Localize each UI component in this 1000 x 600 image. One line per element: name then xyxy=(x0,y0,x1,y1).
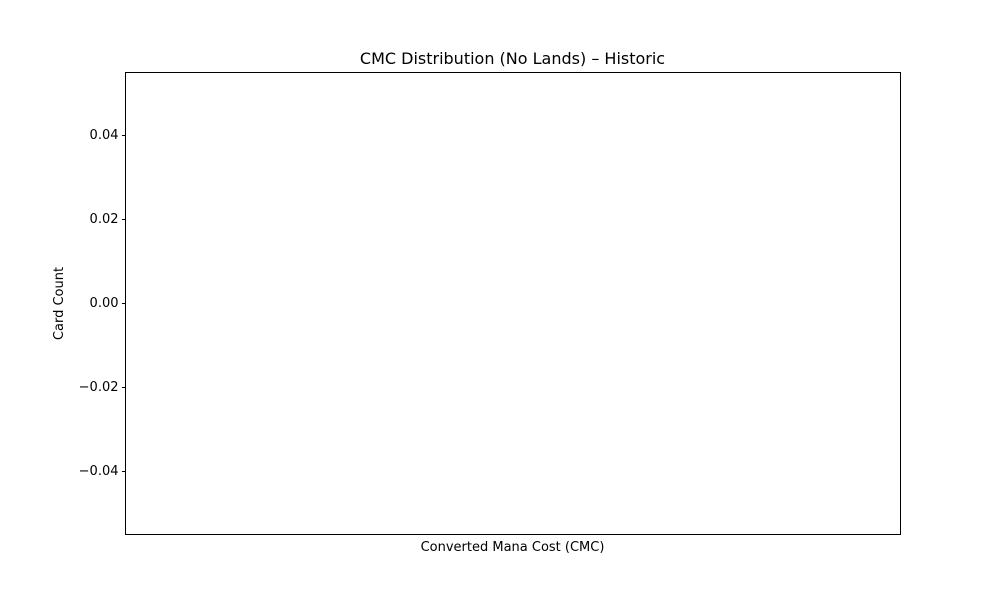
x-axis-label: Converted Mana Cost (CMC) xyxy=(421,540,605,555)
y-axis: 0.04 0.02 0.00 −0.02 −0.04 xyxy=(79,128,126,479)
y-axis-label: Card Count xyxy=(52,267,67,340)
y-tick-label: 0.04 xyxy=(90,128,119,143)
y-tick-label: 0.00 xyxy=(90,296,119,311)
y-tick-label: −0.04 xyxy=(79,464,119,479)
y-tick-label: −0.02 xyxy=(79,380,119,395)
y-tick-label: 0.02 xyxy=(90,212,119,227)
chart-title: CMC Distribution (No Lands) – Historic xyxy=(360,49,665,68)
